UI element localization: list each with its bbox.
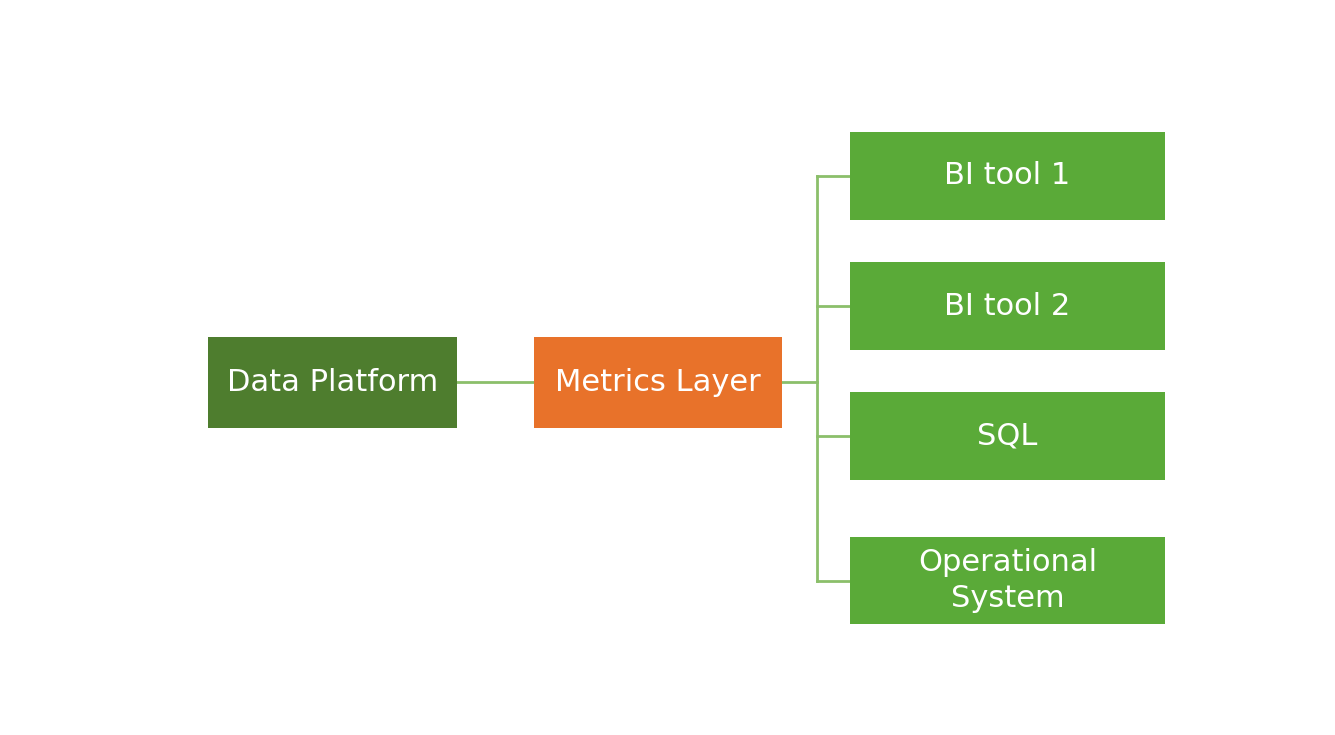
Text: BI tool 1: BI tool 1 <box>944 162 1071 190</box>
Text: Data Platform: Data Platform <box>227 368 438 397</box>
FancyBboxPatch shape <box>850 262 1165 350</box>
FancyBboxPatch shape <box>850 132 1165 220</box>
FancyBboxPatch shape <box>208 337 457 428</box>
Text: BI tool 2: BI tool 2 <box>944 292 1071 320</box>
Text: Operational
System: Operational System <box>918 548 1097 613</box>
Text: Metrics Layer: Metrics Layer <box>555 368 761 397</box>
FancyBboxPatch shape <box>850 537 1165 625</box>
FancyBboxPatch shape <box>534 337 782 428</box>
Text: SQL: SQL <box>977 422 1037 451</box>
FancyBboxPatch shape <box>850 392 1165 480</box>
